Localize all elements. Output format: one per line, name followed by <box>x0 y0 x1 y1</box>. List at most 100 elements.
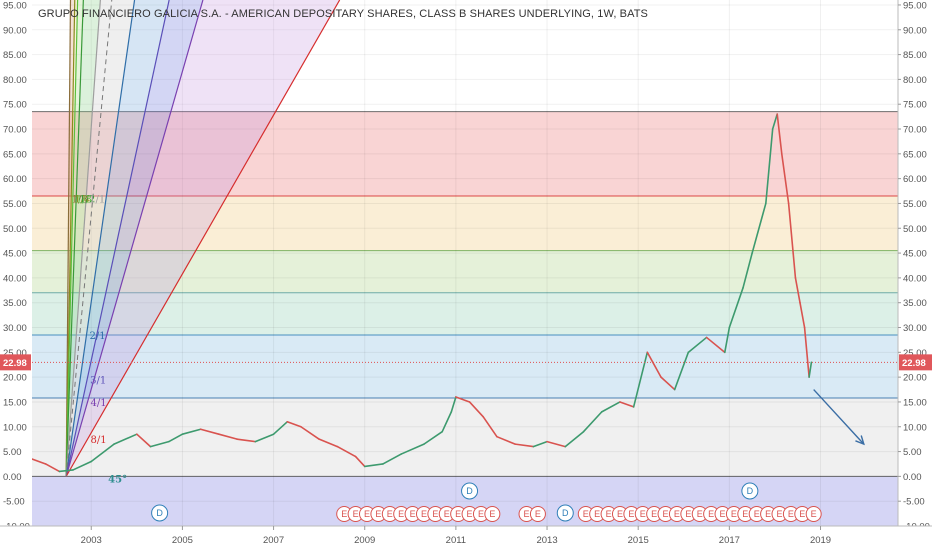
left-y-tick-label: 50.00 <box>3 224 27 235</box>
right-y-tick-label: 35.00 <box>903 298 927 309</box>
dividend-marker-label: D <box>747 486 754 496</box>
time-axis[interactable]: 2003 2005 2007 2009 2011 2013 2015 2017 2019 <box>0 525 932 550</box>
earnings-marker[interactable] <box>529 506 546 522</box>
price-segment <box>799 301 806 329</box>
gann-fan-label: 1/3 <box>76 194 92 205</box>
last-price-label-left: 22.98 <box>3 358 27 369</box>
earnings-marker-label: E <box>697 509 703 519</box>
right-price-axis[interactable]: 95.00 90.00 85.00 80.00 75.00 70.00 65.00 60.00… <box>897 0 932 550</box>
earnings-marker-label: E <box>387 509 393 519</box>
price-segment <box>803 326 810 378</box>
grid-lines-group <box>32 0 898 526</box>
right-y-tick-label: 55.00 <box>903 199 927 210</box>
left-y-tick-label: 65.00 <box>3 149 27 160</box>
price-segment <box>582 411 603 433</box>
price-segment <box>742 252 753 289</box>
last-price-tag-right <box>899 354 932 371</box>
time-axis-background <box>0 526 932 550</box>
projection-arrow-head <box>855 435 865 446</box>
gann-fan-label: 1/2 <box>79 194 95 205</box>
price-segment <box>136 433 152 448</box>
earnings-marker-label: E <box>341 509 347 519</box>
x-tick-label: 2005 <box>172 535 193 546</box>
earnings-marker-label: E <box>478 509 484 519</box>
price-segment <box>318 438 339 448</box>
right-y-tick-label: 45.00 <box>903 249 927 260</box>
price-segment <box>705 336 726 354</box>
right-y-tick-label: 75.00 <box>903 100 927 111</box>
price-segment <box>546 440 567 448</box>
earnings-marker-label: E <box>594 509 600 519</box>
right-y-tick-label: 65.00 <box>903 149 927 160</box>
dividend-marker-label: D <box>466 486 473 496</box>
right-y-tick-label: -5.00 <box>903 497 925 508</box>
earnings-marker-label: E <box>754 509 760 519</box>
price-segment <box>600 401 621 413</box>
earnings-marker-label: E <box>674 509 680 519</box>
earnings-marker-label: E <box>364 509 370 519</box>
gann-fan-group: 1/81/41/31/21/1 2/1 3/1 4/1 8/1 45° <box>65 0 341 485</box>
dividend-marker[interactable] <box>556 504 574 522</box>
x-tick-label: 2007 <box>263 535 284 546</box>
right-y-tick-label: 0.00 <box>903 472 922 483</box>
gann-fan-label: 1/1 <box>89 194 105 205</box>
price-segment <box>32 458 47 465</box>
price-segment <box>254 433 275 443</box>
fib-band <box>32 250 898 293</box>
x-tick-label: 2003 <box>81 535 102 546</box>
earnings-marker-label: E <box>606 509 612 519</box>
last-price-label-right: 22.98 <box>902 358 926 369</box>
price-segment <box>218 433 238 440</box>
earnings-marker-label: E <box>467 509 473 519</box>
price-segment <box>482 416 498 438</box>
left-y-tick-label: 40.00 <box>3 273 27 284</box>
earnings-marker-label: E <box>489 509 495 519</box>
dividend-marker[interactable] <box>741 482 759 500</box>
price-segment <box>450 396 457 413</box>
price-segment <box>58 469 74 473</box>
fib-band <box>32 196 898 251</box>
left-y-tick-label: 80.00 <box>3 75 27 86</box>
earnings-marker-label: E <box>731 509 737 519</box>
earnings-marker-label: E <box>776 509 782 519</box>
earnings-marker-label: E <box>663 509 669 519</box>
left-price-axis: 95.00 90.00 85.00 80.00 75.00 70.00 65.00 60.00… <box>0 0 32 550</box>
earnings-marker-label: E <box>799 509 805 519</box>
earnings-marker-label: E <box>421 509 427 519</box>
left-y-tick-label: 25.00 <box>3 348 27 359</box>
price-segment <box>300 425 320 440</box>
price-segment <box>564 430 585 448</box>
earnings-marker-label: E <box>651 509 657 519</box>
earnings-marker[interactable] <box>484 506 501 522</box>
left-y-tick-label: 15.00 <box>3 397 27 408</box>
gann-fan-line <box>65 0 72 477</box>
gann-fan-line <box>65 0 101 477</box>
earnings-marker-label: E <box>685 509 691 519</box>
price-segment <box>336 445 357 458</box>
earnings-marker-label: E <box>583 509 589 519</box>
dividend-marker[interactable] <box>461 482 479 500</box>
gann-fan-line <box>65 0 341 477</box>
gann-fan-label: 3/1 <box>90 376 106 387</box>
price-segment <box>167 433 184 443</box>
price-segment <box>765 128 774 205</box>
left-y-tick-label: 35.00 <box>3 298 27 309</box>
left-y-tick-label: 55.00 <box>3 199 27 210</box>
earnings-marker[interactable] <box>805 506 822 522</box>
left-y-tick-label: 75.00 <box>3 100 27 111</box>
earnings-marker-label: E <box>811 509 817 519</box>
dividend-marker[interactable] <box>151 504 169 522</box>
left-y-tick-label: 10.00 <box>3 422 27 433</box>
price-segment <box>619 401 635 408</box>
right-y-tick-label: 85.00 <box>903 50 927 61</box>
price-segment <box>687 336 708 354</box>
price-segment <box>776 113 783 155</box>
x-tick-label: 2013 <box>536 535 557 546</box>
gann-fan-label: 8/1 <box>91 435 107 446</box>
right-y-tick-label: 60.00 <box>903 174 927 185</box>
x-tick-label: 2019 <box>810 535 831 546</box>
price-segment <box>199 428 220 435</box>
